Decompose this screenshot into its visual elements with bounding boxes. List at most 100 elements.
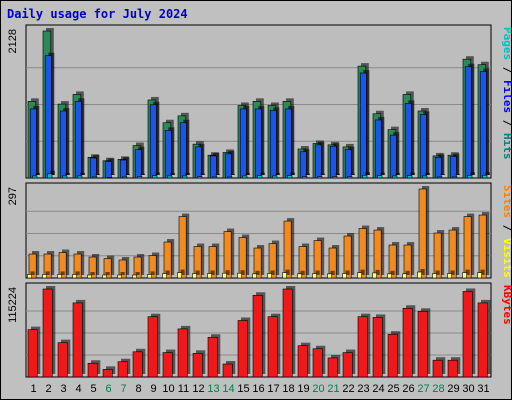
bar-bottom-kbytes-5: [87, 360, 101, 378]
bar-top-pages-27: [422, 172, 430, 179]
x-tick-label-11: 11: [178, 383, 189, 395]
bar-bottom-kbytes-24: [372, 314, 386, 378]
bar-middle-sites-13: [207, 270, 215, 279]
bar-top-files-18: [284, 105, 295, 179]
bar-bottom-kbytes-1: [27, 326, 41, 378]
bar-middle-visits-24: [373, 227, 385, 279]
bar-middle-visits-13: [208, 243, 220, 279]
legend-item-middle-1: /: [501, 218, 511, 238]
x-tick-label-15: 15: [237, 383, 249, 395]
bar-bottom-kbytes-11: [177, 325, 191, 378]
legend-item-bottom-0: KBytes: [501, 285, 511, 325]
bar-top-files-1: [29, 105, 40, 179]
bar-top-files-16: [254, 105, 265, 179]
legend-item-top-3: /: [501, 113, 511, 133]
bar-bottom-kbytes-3: [57, 339, 71, 378]
bar-top-files-27: [419, 111, 430, 179]
bar-top-pages-12: [197, 173, 205, 179]
bar-middle-sites-9: [147, 271, 155, 279]
bar-middle-sites-30: [462, 269, 470, 279]
bar-top-files-2: [44, 52, 55, 179]
x-tick-label-23: 23: [357, 383, 369, 395]
bar-bottom-kbytes-25: [387, 331, 401, 378]
bar-middle-sites-29: [447, 270, 455, 279]
bar-middle-visits-16: [253, 245, 265, 279]
bar-middle-visits-7: [118, 257, 130, 279]
bar-top-pages-26: [407, 172, 415, 179]
bar-top-files-22: [344, 146, 355, 179]
x-tick-label-14: 14: [222, 383, 234, 395]
x-tick-label-24: 24: [372, 383, 384, 395]
x-tick-label-22: 22: [342, 383, 354, 395]
bar-top-pages-3: [62, 172, 70, 179]
legend-bottom: KBytes: [501, 285, 511, 325]
bar-middle-sites-24: [372, 269, 380, 279]
bar-top-files-17: [269, 107, 280, 179]
bar-top-files-21: [329, 143, 340, 179]
bar-top-files-19: [299, 148, 310, 179]
bar-top-pages-9: [152, 172, 160, 179]
bar-bottom-kbytes-29: [447, 357, 461, 378]
bar-top-pages-4: [77, 172, 85, 179]
bar-middle-visits-17: [268, 240, 280, 279]
bar-top-files-8: [134, 146, 145, 179]
bar-top-pages-8: [137, 173, 145, 179]
bar-middle-sites-5: [87, 272, 95, 279]
x-tick-label-20: 20: [312, 383, 324, 395]
bar-top-files-15: [239, 105, 250, 179]
bar-middle-sites-14: [222, 270, 230, 279]
x-tick-label-26: 26: [402, 383, 414, 395]
bar-middle-sites-20: [312, 270, 320, 279]
bar-middle-sites-25: [387, 270, 395, 279]
bar-top-pages-15: [242, 172, 250, 179]
bar-middle-visits-30: [463, 213, 475, 279]
x-tick-label-5: 5: [90, 383, 96, 395]
bar-middle-visits-21: [328, 245, 340, 279]
bar-top-files-3: [59, 107, 70, 179]
legend-item-middle-2: Visits: [501, 238, 511, 278]
bar-middle-visits-11: [178, 213, 190, 279]
bar-middle-visits-22: [343, 233, 355, 279]
x-tick-label-2: 2: [45, 383, 51, 395]
bar-middle-sites-27: [417, 269, 425, 279]
bar-middle-visits-18: [283, 218, 295, 279]
x-tick-label-18: 18: [282, 383, 294, 395]
x-tick-label-31: 31: [477, 383, 489, 395]
bar-middle-sites-16: [252, 270, 260, 279]
bar-top-pages-28: [437, 173, 445, 179]
bar-middle-sites-15: [237, 270, 245, 279]
bar-bottom-kbytes-14: [222, 361, 236, 378]
bar-top-files-11: [179, 119, 190, 179]
x-tick-label-8: 8: [135, 383, 141, 395]
bar-bottom-kbytes-30: [462, 288, 476, 378]
bar-top-pages-13: [212, 173, 220, 179]
bar-top-pages-7: [122, 173, 130, 179]
bar-middle-visits-26: [403, 242, 415, 279]
x-tick-label-13: 13: [207, 383, 219, 395]
legend-middle: Sites / Visits: [501, 185, 511, 278]
bar-middle-visits-20: [313, 237, 325, 279]
x-tick-label-12: 12: [192, 383, 204, 395]
bar-bottom-kbytes-8: [132, 348, 146, 378]
bar-middle-sites-26: [402, 270, 410, 279]
bar-top-pages-11: [182, 172, 190, 179]
bar-top-pages-29: [452, 173, 460, 179]
bar-middle-visits-23: [358, 225, 370, 279]
bar-middle-visits-31: [478, 212, 490, 279]
bar-bottom-kbytes-12: [192, 350, 206, 378]
bar-middle-sites-6: [102, 272, 110, 279]
bar-middle-sites-3: [57, 271, 65, 279]
bar-bottom-kbytes-21: [327, 354, 341, 378]
bar-middle-visits-1: [28, 251, 40, 279]
legend-item-top-2: Files: [501, 80, 511, 113]
bar-top-pages-1: [32, 172, 40, 179]
bar-middle-sites-21: [327, 270, 335, 279]
bar-bottom-kbytes-16: [252, 292, 266, 378]
bar-bottom-kbytes-7: [117, 358, 131, 378]
bar-top-pages-23: [362, 172, 370, 179]
bar-top-pages-2: [47, 170, 55, 179]
bar-bottom-kbytes-6: [102, 366, 116, 378]
x-tick-label-17: 17: [267, 383, 279, 395]
x-tick-label-29: 29: [447, 383, 459, 395]
bar-bottom-kbytes-17: [267, 313, 281, 378]
